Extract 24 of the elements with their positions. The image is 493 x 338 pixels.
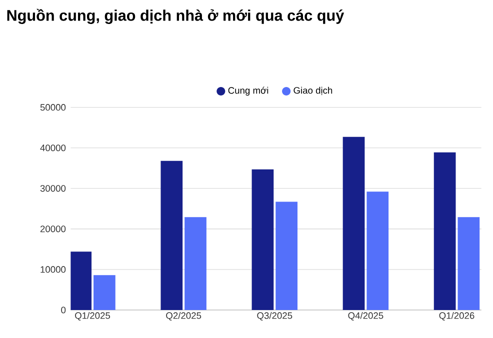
legend-label: Cung mới	[228, 86, 268, 96]
bar	[458, 217, 480, 310]
bar	[70, 252, 92, 310]
bar	[366, 192, 389, 310]
y-tick-label: 10000	[40, 266, 66, 273]
bar	[184, 217, 206, 310]
y-tick-label: 50000	[40, 104, 66, 111]
y-tick-label: 0	[61, 306, 66, 314]
legend-label: Giao dịch	[294, 86, 332, 96]
x-tick-label: Q2/2025	[166, 312, 202, 321]
chart-title: Nguồn cung, giao dịch nhà ở mới qua các quý	[7, 8, 344, 24]
bar	[252, 169, 274, 310]
bar	[434, 152, 456, 310]
y-tick-label: 20000	[40, 226, 66, 232]
bar	[160, 160, 183, 310]
bar	[276, 202, 298, 310]
x-tick-label: Q1/2026	[439, 312, 474, 321]
bar	[94, 275, 116, 310]
x-tick-label: Q3/2025	[257, 312, 292, 321]
bar	[342, 136, 365, 310]
y-tick-label: 40000	[40, 144, 66, 152]
x-tick-label: Q1/2025	[75, 312, 110, 321]
x-tick-label: Q4/2025	[348, 312, 384, 321]
y-tick-label: 30000	[40, 185, 66, 192]
